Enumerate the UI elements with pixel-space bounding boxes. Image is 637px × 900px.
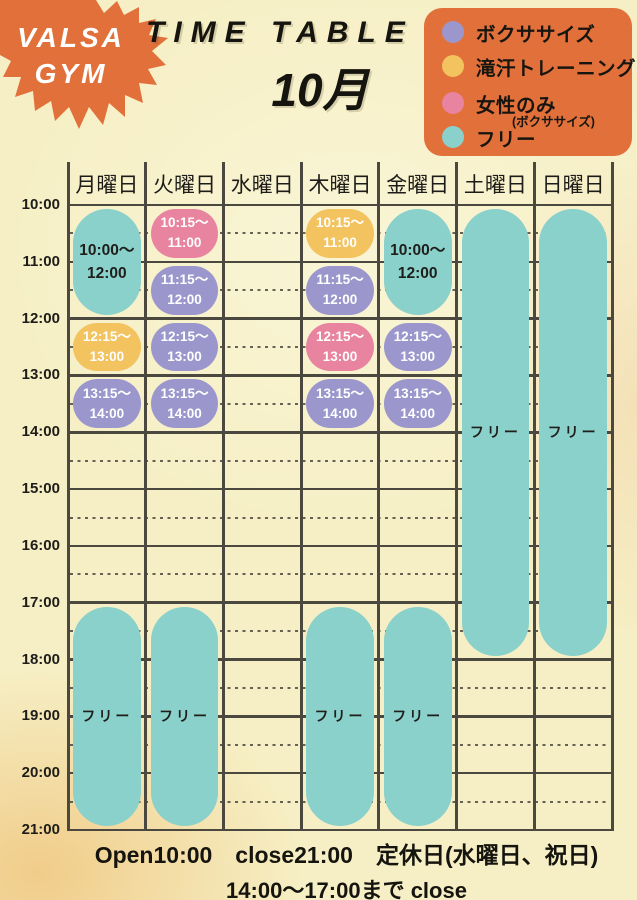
event-pill: フリー [383, 606, 452, 826]
event-pill: 11:15～ 12:00 [306, 265, 374, 315]
legend-item-boxercise: ボクササイズ [442, 19, 596, 46]
day-header: 月曜日 [75, 174, 139, 197]
grid-vline [144, 162, 148, 831]
event-pill: 10:00～ 12:00 [73, 209, 141, 315]
legend-label: 女性のみ [476, 94, 557, 117]
time-label: 21:00 [21, 821, 60, 838]
legend-item-women-only: 女性のみ [442, 90, 557, 117]
event-pill: フリー [73, 606, 141, 826]
time-label: 10:00 [21, 196, 60, 213]
legend-item-sweat-training: 滝汗トレーニング [442, 53, 637, 80]
grid-hour-line [68, 317, 612, 320]
grid-vline [299, 162, 303, 831]
legend-item-free: フリー [442, 124, 537, 151]
time-label: 20:00 [21, 764, 60, 782]
event-pill: 12:15～ 13:00 [306, 322, 374, 372]
legend: ボクササイズ 滝汗トレーニング 女性のみ (ボクササイズ) フリー [424, 8, 636, 156]
time-label: 15:00 [21, 480, 60, 498]
event-pill: 10:15～ 11:00 [306, 209, 374, 258]
month-label: 10月 [271, 64, 369, 116]
grid-hour-line [68, 544, 612, 548]
event-pill: フリー [150, 606, 219, 826]
footer-midday-close: 14:00～17:00まで close [226, 878, 467, 900]
event-pill: 12:15～ 13:00 [150, 322, 219, 372]
event-pill: 13:15～ 14:00 [73, 379, 141, 429]
legend-label: 滝汗トレーニング [476, 57, 637, 80]
grid-vline [532, 162, 536, 831]
event-pill: 13:15～ 14:00 [306, 379, 374, 429]
event-pill: フリー [539, 209, 607, 656]
grid-vline [455, 162, 459, 831]
grid-vline [66, 162, 70, 831]
legend-color-dot [442, 126, 464, 148]
legend-label: フリー [476, 128, 537, 151]
time-label: 14:00 [21, 423, 60, 441]
grid-hour-line [68, 260, 612, 264]
grid-hour-line [68, 828, 612, 832]
day-header: 日曜日 [541, 174, 605, 197]
event-pill: フリー [461, 209, 530, 656]
time-label: 17:00 [21, 593, 60, 611]
legend-color-dot [442, 21, 464, 43]
time-label: 12:00 [21, 309, 60, 327]
grid-vline [610, 162, 614, 831]
gym-name-line2: GYM [34, 58, 108, 89]
event-pill: 13:15～ 14:00 [383, 379, 452, 429]
page-title: TIME TABLE [146, 16, 414, 49]
event-pill: フリー [306, 606, 374, 826]
grid-hour-line [68, 203, 612, 207]
day-header: 火曜日 [153, 174, 217, 197]
legend-sublabel: (ボクササイズ) [512, 115, 595, 129]
footer-hours: Open10:00 close21:00 定休日(水曜日、祝日) [94, 842, 599, 868]
grid-hour-line [68, 431, 612, 434]
day-header: 金曜日 [386, 174, 450, 197]
grid-half-hour-line [70, 516, 610, 519]
grid-vline [221, 162, 225, 831]
legend-label: ボクササイズ [476, 23, 596, 46]
event-pill: 12:15～ 13:00 [73, 322, 141, 372]
day-header: 土曜日 [463, 174, 527, 197]
grid-hour-line [68, 601, 612, 604]
event-pill: 12:15～ 13:00 [383, 322, 452, 372]
time-label: 11:00 [22, 252, 60, 270]
grid-half-hour-line [70, 459, 610, 462]
grid-hour-line [68, 374, 612, 377]
grid-hour-line [68, 487, 612, 491]
event-pill: 11:15～ 12:00 [150, 265, 219, 315]
legend-color-dot [442, 55, 464, 77]
event-pill: 13:15～ 14:00 [150, 379, 219, 429]
gym-name-line1: VALSA [17, 22, 125, 53]
event-pill: 10:00～ 12:00 [383, 209, 452, 315]
grid-vline [377, 162, 381, 831]
day-header: 木曜日 [308, 174, 372, 197]
grid-half-hour-line [70, 573, 610, 576]
event-pill: 10:15～ 11:00 [150, 209, 219, 258]
footer-note: Open10:00 close21:00 定休日(水曜日、祝日) 14:00～1… [56, 836, 637, 900]
time-label: 16:00 [21, 536, 60, 554]
time-label: 18:00 [21, 650, 60, 668]
legend-color-dot [442, 92, 464, 114]
day-header: 水曜日 [230, 174, 294, 197]
time-label: 19:00 [21, 707, 60, 725]
time-label: 13:00 [21, 366, 60, 384]
gym-logo-badge: VALSA GYM [0, 0, 168, 129]
